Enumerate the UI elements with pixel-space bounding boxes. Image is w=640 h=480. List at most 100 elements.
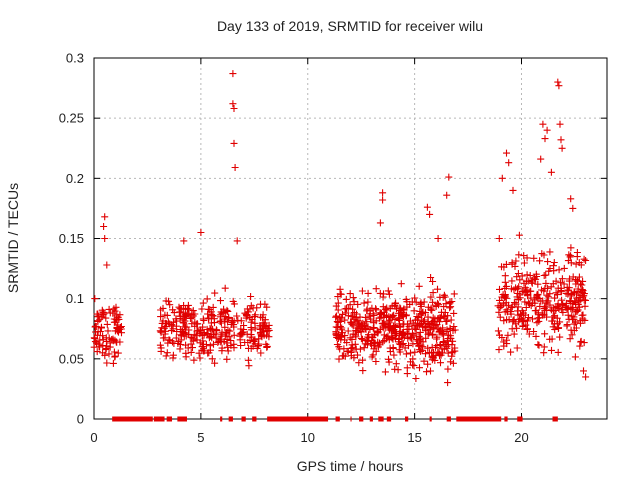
data-point bbox=[93, 339, 101, 347]
data-point bbox=[440, 303, 448, 311]
data-point bbox=[440, 291, 448, 299]
data-point bbox=[427, 306, 435, 314]
data-point bbox=[354, 351, 361, 359]
data-point bbox=[230, 323, 238, 331]
data-point bbox=[551, 294, 559, 302]
y-axis-label: SRMTID / TECUs bbox=[5, 183, 21, 293]
x-tick-label: 5 bbox=[197, 430, 204, 445]
data-point bbox=[109, 335, 117, 343]
data-point bbox=[568, 331, 576, 339]
data-point bbox=[410, 307, 418, 315]
data-point bbox=[192, 332, 200, 340]
data-point bbox=[166, 301, 174, 309]
data-point bbox=[541, 135, 549, 143]
data-point bbox=[363, 318, 371, 326]
data-point bbox=[157, 328, 165, 336]
data-point bbox=[428, 352, 436, 360]
data-point bbox=[376, 219, 384, 227]
data-point bbox=[362, 325, 370, 333]
data-point bbox=[113, 316, 121, 324]
data-point bbox=[546, 265, 554, 272]
data-point bbox=[177, 305, 185, 313]
data-point bbox=[447, 316, 455, 324]
data-point bbox=[92, 322, 99, 330]
data-point bbox=[550, 259, 558, 266]
data-point bbox=[102, 346, 110, 354]
data-point bbox=[564, 286, 572, 294]
data-point bbox=[360, 344, 368, 352]
data-point bbox=[246, 305, 254, 313]
data-point bbox=[211, 359, 219, 367]
data-point bbox=[106, 309, 114, 317]
data-point bbox=[205, 314, 213, 322]
data-point bbox=[103, 320, 111, 328]
data-point bbox=[577, 296, 585, 304]
data-point bbox=[194, 327, 201, 335]
data-point bbox=[365, 334, 373, 342]
data-point bbox=[182, 312, 190, 320]
data-point bbox=[198, 346, 206, 354]
data-point bbox=[185, 305, 193, 313]
data-point bbox=[443, 191, 451, 199]
data-point bbox=[379, 303, 387, 311]
y-tick-label: 0.3 bbox=[66, 51, 84, 66]
data-point bbox=[374, 328, 382, 336]
data-point bbox=[512, 257, 520, 265]
data-point bbox=[214, 339, 222, 346]
data-point bbox=[213, 327, 221, 334]
data-point bbox=[376, 314, 383, 322]
data-point bbox=[434, 235, 442, 242]
data-point bbox=[402, 295, 410, 303]
data-point bbox=[536, 302, 544, 310]
data-point bbox=[510, 299, 518, 307]
data-point bbox=[372, 306, 380, 314]
x-tick-label: 20 bbox=[514, 430, 528, 445]
data-point bbox=[443, 326, 451, 334]
data-point bbox=[436, 350, 444, 358]
data-point bbox=[424, 344, 432, 352]
data-point bbox=[532, 270, 540, 278]
data-point bbox=[562, 290, 570, 297]
data-point bbox=[511, 262, 519, 270]
data-point bbox=[520, 287, 528, 295]
data-point bbox=[580, 255, 588, 263]
data-point bbox=[547, 283, 555, 291]
data-point bbox=[183, 323, 191, 331]
data-point bbox=[450, 309, 458, 317]
y-tick-label: 0.25 bbox=[59, 111, 84, 126]
data-point bbox=[105, 305, 113, 313]
data-point bbox=[405, 342, 412, 350]
data-point bbox=[415, 282, 423, 290]
data-point bbox=[348, 320, 356, 328]
data-point bbox=[409, 355, 417, 363]
data-point bbox=[411, 348, 419, 356]
data-point bbox=[576, 342, 584, 350]
data-point bbox=[566, 297, 574, 305]
data-point bbox=[231, 164, 239, 171]
data-point bbox=[336, 345, 344, 353]
data-point bbox=[572, 324, 580, 332]
data-point bbox=[172, 334, 180, 342]
data-point bbox=[414, 337, 422, 345]
data-point bbox=[344, 327, 352, 335]
data-point bbox=[537, 155, 545, 163]
data-point bbox=[209, 303, 217, 311]
data-point bbox=[577, 338, 585, 346]
data-point bbox=[182, 332, 190, 340]
data-point bbox=[199, 299, 207, 307]
data-point bbox=[548, 346, 555, 354]
data-point bbox=[527, 294, 535, 302]
data-point bbox=[538, 250, 546, 258]
data-point bbox=[566, 335, 574, 343]
data-point bbox=[438, 308, 445, 316]
data-point bbox=[257, 349, 265, 357]
data-point bbox=[416, 328, 424, 336]
data-point bbox=[574, 300, 582, 308]
data-point bbox=[411, 294, 419, 302]
data-point bbox=[209, 312, 217, 320]
data-point bbox=[556, 120, 564, 128]
data-point bbox=[514, 285, 522, 293]
data-point bbox=[441, 293, 449, 301]
data-point bbox=[505, 316, 513, 324]
data-point bbox=[431, 322, 439, 330]
